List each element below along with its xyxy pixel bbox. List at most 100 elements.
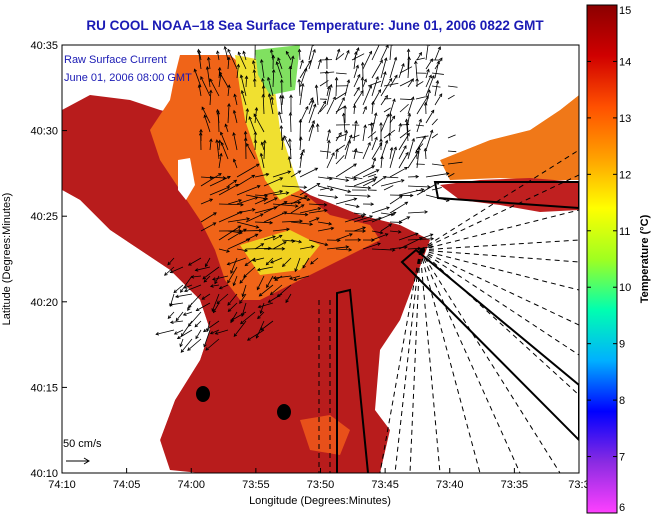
current-vector-head — [243, 130, 248, 135]
current-vector-head — [332, 96, 336, 101]
current-vector — [415, 96, 426, 100]
current-vector — [371, 101, 374, 115]
current-vector-head — [242, 50, 246, 55]
current-vector-head — [227, 279, 231, 284]
current-vector-head — [285, 299, 289, 304]
current-vector-head — [314, 84, 319, 89]
current-vector — [299, 152, 303, 169]
current-vector — [218, 184, 239, 196]
current-vector-head — [383, 71, 387, 75]
current-vector — [173, 284, 184, 293]
current-vector-head — [372, 157, 377, 162]
current-vector-head — [360, 76, 365, 81]
current-vector — [281, 185, 307, 188]
current-vector — [198, 50, 202, 61]
current-vector-head — [297, 170, 302, 174]
current-vector — [389, 57, 397, 79]
current-vector-head — [253, 131, 258, 135]
colorbar-tick-label: 8 — [619, 395, 625, 407]
current-vector-head — [326, 85, 331, 90]
current-vector — [415, 57, 425, 61]
current-vector-head — [299, 219, 303, 223]
current-vector — [270, 257, 283, 264]
current-vector — [236, 174, 255, 187]
current-vector-head — [203, 328, 207, 333]
current-vector — [253, 69, 256, 79]
current-vector-head — [388, 77, 393, 82]
current-vector — [170, 320, 184, 323]
current-vector-head — [353, 163, 357, 167]
current-vector — [371, 157, 376, 169]
current-vector — [317, 227, 334, 232]
current-vector-head — [230, 270, 234, 275]
current-vector-head — [445, 172, 450, 176]
current-vector-head — [224, 123, 228, 128]
current-vector-head — [218, 285, 223, 290]
current-vector-head — [371, 238, 375, 242]
current-vector — [344, 176, 357, 180]
current-vector — [308, 97, 314, 106]
current-vector-head — [352, 104, 357, 109]
y-tick-label: 40:35 — [30, 40, 58, 52]
current-vector — [389, 45, 392, 61]
current-vector-head — [169, 320, 174, 324]
current-vector-head — [403, 145, 407, 149]
current-vector-head — [406, 132, 410, 137]
current-vector — [371, 212, 396, 223]
current-vector — [407, 96, 414, 115]
current-vector-head — [278, 234, 283, 239]
current-vector — [239, 293, 247, 304]
current-vector — [353, 65, 359, 79]
buoy-marker-1 — [196, 386, 210, 402]
current-vector — [202, 266, 220, 280]
current-vector-head — [346, 79, 351, 83]
current-vector-head — [244, 75, 249, 80]
current-vector-head — [239, 211, 244, 215]
current-vector — [416, 52, 422, 61]
current-vector — [308, 104, 316, 124]
current-vector — [278, 111, 283, 124]
current-vector — [335, 92, 347, 100]
current-vector-head — [322, 100, 327, 105]
current-vector-head — [195, 335, 199, 340]
current-vector-head — [283, 241, 287, 245]
current-vector-head — [388, 112, 393, 117]
current-vector — [270, 284, 283, 295]
current-vector — [371, 112, 377, 133]
current-vector-head — [329, 83, 333, 88]
current-vector — [245, 108, 248, 124]
current-vector-head — [274, 197, 278, 201]
current-vector — [371, 137, 378, 151]
current-vector-head — [373, 176, 378, 180]
current-vector-head — [253, 139, 258, 144]
current-vector — [389, 194, 413, 196]
y-tick-label: 40:20 — [30, 297, 58, 309]
current-vector-head — [310, 261, 314, 265]
current-vector-head — [373, 112, 378, 117]
current-vector — [299, 60, 304, 70]
current-vector-head — [283, 135, 287, 139]
current-vector — [195, 266, 211, 271]
current-vector — [398, 133, 410, 151]
colorbar-tick-label: 13 — [619, 113, 631, 125]
current-vector-head — [261, 84, 266, 89]
current-vector-head — [258, 293, 263, 297]
current-vector — [262, 94, 265, 115]
current-vector — [236, 64, 239, 79]
current-vector — [431, 72, 444, 75]
current-vector — [156, 329, 175, 335]
current-vector — [399, 103, 409, 113]
current-vector-head — [209, 78, 213, 82]
current-vector — [299, 119, 301, 142]
current-vector — [245, 213, 264, 223]
current-vector — [180, 338, 193, 353]
current-vector — [447, 161, 463, 165]
current-vector-head — [215, 139, 219, 143]
current-vector — [263, 197, 278, 205]
current-vector — [277, 57, 283, 70]
current-vector-head — [357, 73, 361, 78]
radar-radial — [419, 249, 481, 473]
current-vector — [335, 106, 345, 113]
current-vector — [270, 49, 274, 61]
current-vector-head — [216, 50, 220, 55]
